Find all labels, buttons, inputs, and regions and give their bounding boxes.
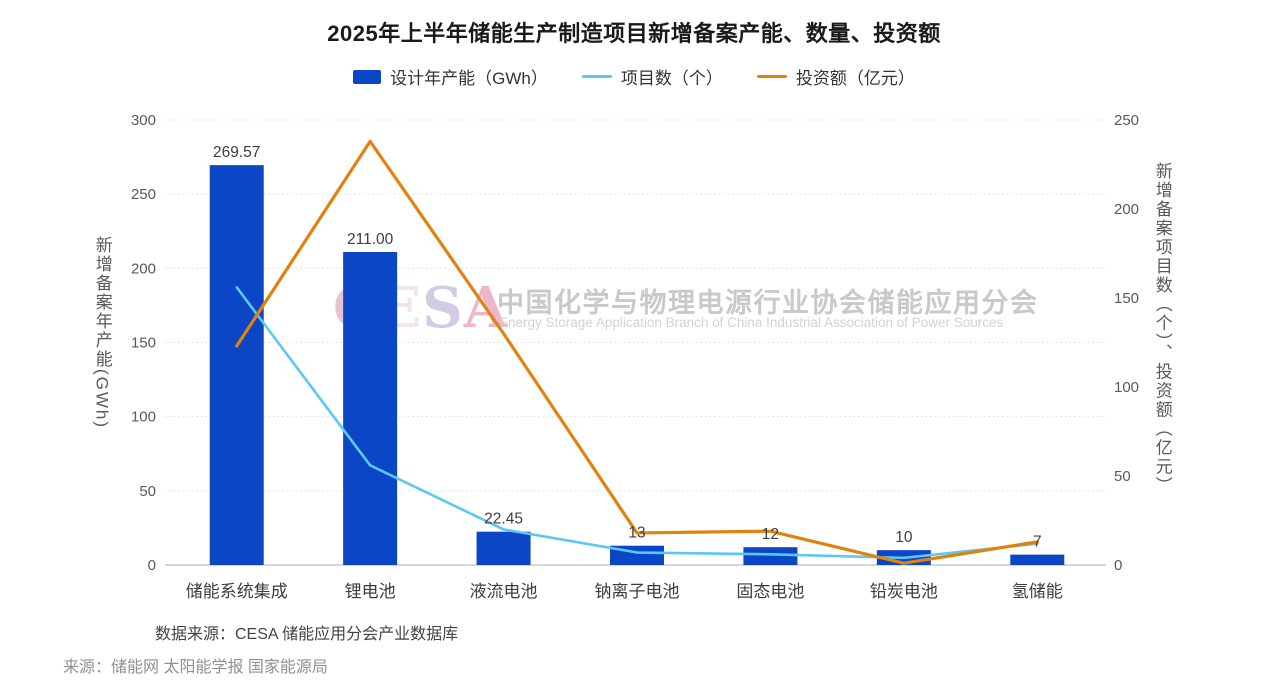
bar-固态电池: [743, 547, 798, 565]
left-axis-title: 新增备案年产能(GWh): [92, 236, 112, 430]
bar-value-label: 13: [628, 525, 645, 542]
bar-锂电池: [343, 252, 398, 565]
category-label: 铅炭电池: [870, 582, 938, 601]
bar-液流电池: [476, 531, 531, 565]
right-axis-tick-label: 150: [1114, 290, 1139, 307]
right-axis-title: 新增备案项目数（个）、投资额（亿元）: [1152, 162, 1172, 496]
legend-label-projects: 项目数（个）: [620, 69, 723, 88]
bar-value-label: 10: [895, 529, 913, 546]
right-axis-tick-label: 100: [1114, 379, 1139, 396]
bar-value-label: 12: [762, 526, 779, 543]
legend-label-capacity: 设计年产能（GWh）: [390, 69, 548, 88]
category-label: 钠离子电池: [595, 582, 680, 601]
chart-legend: 设计年产能（GWh） 项目数（个） 投资额（亿元）: [0, 64, 1268, 89]
watermark-en-text: Energy Storage Application Branch of Chi…: [499, 315, 1004, 330]
legend-item-projects: 项目数（个）: [581, 64, 723, 89]
line-swatch-icon: [581, 75, 612, 78]
category-label: 锂电池: [345, 582, 396, 601]
left-axis-tick-label: 50: [139, 483, 156, 500]
bar-value-label: 7: [1033, 534, 1042, 551]
left-axis-tick-label: 150: [131, 335, 156, 352]
bar-value-label: 211.00: [347, 231, 394, 248]
legend-item-capacity: 设计年产能（GWh）: [353, 64, 548, 89]
page-source-note: 来源：储能网 太阳能学报 国家能源局: [63, 659, 328, 676]
right-axis-tick-label: 200: [1114, 201, 1139, 218]
category-label: 液流电池: [470, 582, 538, 601]
projects-line: [235, 286, 1039, 560]
left-axis-tick-label: 250: [131, 186, 156, 203]
bar-储能系统集成: [209, 165, 264, 566]
bar-氢储能: [1010, 554, 1065, 565]
left-axis-tick-label: 200: [131, 260, 156, 277]
bar-swatch-icon: [353, 69, 382, 84]
category-label: 储能系统集成: [186, 582, 288, 601]
right-axis-tick-label: 50: [1114, 468, 1131, 485]
chart-title: 2025年上半年储能生产制造项目新增备案产能、数量、投资额: [327, 21, 941, 46]
bar-value-label: 22.45: [484, 511, 523, 528]
legend-label-investment: 投资额（亿元）: [795, 69, 915, 88]
line-swatch-icon: [756, 75, 787, 78]
left-axis-tick-label: 100: [131, 409, 156, 426]
category-label: 固态电池: [736, 582, 804, 601]
right-axis-tick-label: 0: [1114, 557, 1122, 574]
chart-data-source-note: 数据来源：CESA 储能应用分会产业数据库: [155, 626, 459, 643]
left-axis-tick-label: 300: [131, 112, 156, 129]
category-label: 氢储能: [1012, 582, 1063, 601]
legend-item-investment: 投资额（亿元）: [756, 64, 915, 89]
right-axis-tick-label: 250: [1114, 112, 1139, 129]
bar-value-label: 269.57: [213, 144, 260, 161]
watermark-cn-text: 中国化学与物理电源行业协会储能应用分会: [497, 287, 1039, 318]
investment-line: [235, 139, 1039, 565]
left-axis-tick-label: 0: [148, 557, 156, 574]
